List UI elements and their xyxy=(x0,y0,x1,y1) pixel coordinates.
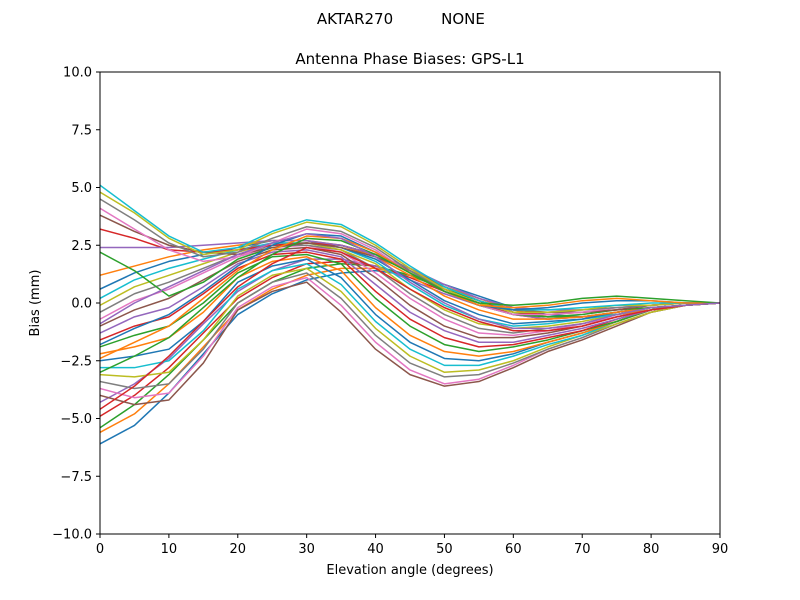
y-tick-label: −7.5 xyxy=(60,470,92,485)
series-line-34 xyxy=(100,232,720,330)
radome-name: NONE xyxy=(441,10,485,28)
x-tick-label: 50 xyxy=(436,542,453,557)
x-axis: 0 10 20 30 40 50 60 70 80 90 xyxy=(96,534,728,557)
series-group xyxy=(100,184,720,445)
x-tick-label: 90 xyxy=(712,542,729,557)
series-line-5 xyxy=(100,281,720,406)
y-tick-label: 2.5 xyxy=(71,239,92,254)
x-tick-label: 80 xyxy=(643,542,660,557)
x-tick-label: 40 xyxy=(367,542,384,557)
series-line-33 xyxy=(100,246,720,411)
y-tick-label: 7.5 xyxy=(71,123,92,138)
x-tick-label: 10 xyxy=(161,542,178,557)
series-line-27 xyxy=(100,198,720,313)
y-tick-label: −10.0 xyxy=(52,528,92,543)
x-tick-label: 0 xyxy=(96,542,104,557)
series-line-12 xyxy=(100,253,720,353)
y-tick-label: 5.0 xyxy=(71,181,92,196)
station-name: AKTAR270 xyxy=(317,10,393,28)
series-line-32 xyxy=(100,237,720,374)
y-axis: −10.0 −7.5 −5.0 −2.5 0.0 2.5 5.0 7.5 10.0 xyxy=(52,66,100,543)
series-line-8 xyxy=(100,267,720,378)
chart-title: Antenna Phase Biases: GPS-L1 xyxy=(295,50,524,68)
series-line-21 xyxy=(100,239,720,320)
y-tick-label: 0.0 xyxy=(71,297,92,312)
x-tick-label: 70 xyxy=(574,542,591,557)
x-tick-label: 20 xyxy=(230,542,247,557)
y-tick-label: −5.0 xyxy=(60,412,92,427)
series-line-29 xyxy=(100,184,720,311)
y-axis-label: Bias (mm) xyxy=(28,270,43,337)
x-tick-label: 30 xyxy=(298,542,315,557)
series-line-14 xyxy=(100,249,720,344)
x-axis-label: Elevation angle (degrees) xyxy=(326,563,493,578)
y-tick-label: −2.5 xyxy=(60,354,92,369)
y-tick-label: 10.0 xyxy=(63,66,92,81)
x-tick-label: 60 xyxy=(505,542,522,557)
